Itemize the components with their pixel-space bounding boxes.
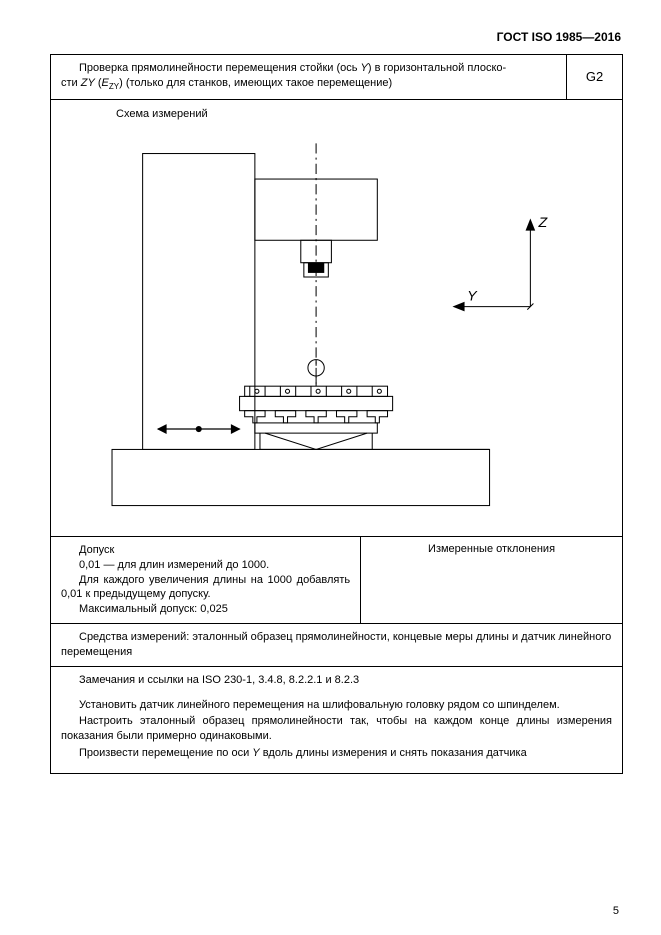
tolerance-heading: Допуск: [61, 543, 350, 558]
notes-p3-y: Y: [252, 747, 259, 759]
notes-p2: Настроить эталонный образец прямолинейно…: [61, 714, 612, 744]
test-title: Проверка прямолинейности перемещения сто…: [51, 55, 566, 99]
axis-z-label: Z: [538, 215, 549, 231]
deviations-cell: Измеренные отклонения: [360, 537, 622, 623]
main-table: Проверка прямолинейности перемещения сто…: [50, 54, 623, 774]
tolerance-cell: Допуск 0,01 — для длин измерений до 1000…: [51, 537, 360, 623]
notes-p3-part: Произвести перемещение по оси: [79, 747, 252, 759]
means-row: Средства измерений: эталонный образец пр…: [51, 624, 622, 667]
title-row: Проверка прямолинейности перемещения сто…: [51, 55, 622, 100]
diagram-label: Схема измерений: [116, 108, 612, 120]
title-y: Y: [361, 62, 368, 74]
notes-row: Замечания и ссылки на ISO 230-1, 3.4.8, …: [51, 667, 622, 773]
title-e: E: [102, 77, 109, 89]
page-number: 5: [613, 905, 619, 917]
title-part: (: [95, 77, 102, 89]
title-part: Проверка прямолинейности перемещения сто…: [79, 62, 361, 74]
tolerance-line: 0,01 — для длин измерений до 1000.: [61, 558, 350, 573]
title-part: ) (только для станков, имеющих такое пер…: [119, 77, 392, 89]
means-text: Средства измерений: эталонный образец пр…: [61, 630, 612, 660]
test-code: G2: [566, 55, 622, 99]
diagram-svg-wrap: Z Y: [61, 122, 612, 532]
machine-diagram: Z Y: [61, 122, 612, 532]
notes-p3-part: вдоль длины измерения и снять показания …: [260, 747, 527, 759]
tolerance-line: Максимальный допуск: 0,025: [61, 602, 350, 617]
title-part: ) в горизонтальной плоско-: [368, 62, 506, 74]
notes-refs: Замечания и ссылки на ISO 230-1, 3.4.8, …: [61, 673, 612, 688]
deviations-label: Измеренные отклонения: [428, 543, 555, 555]
tolerance-row: Допуск 0,01 — для длин измерений до 1000…: [51, 537, 622, 624]
notes-p1: Установить датчик линейного перемещения …: [61, 698, 612, 713]
tolerance-line: Для каждого увеличения длины на 1000 доб…: [61, 573, 350, 603]
notes-p3: Произвести перемещение по оси Y вдоль дл…: [61, 746, 612, 761]
title-zy: ZY: [81, 77, 95, 89]
doc-header: ГОСТ ISO 1985—2016: [50, 30, 621, 44]
diagram-row: Схема измерений: [51, 100, 622, 537]
axis-y-label: Y: [467, 288, 478, 304]
title-sub: ZY: [109, 82, 119, 91]
title-part: сти: [61, 77, 81, 89]
